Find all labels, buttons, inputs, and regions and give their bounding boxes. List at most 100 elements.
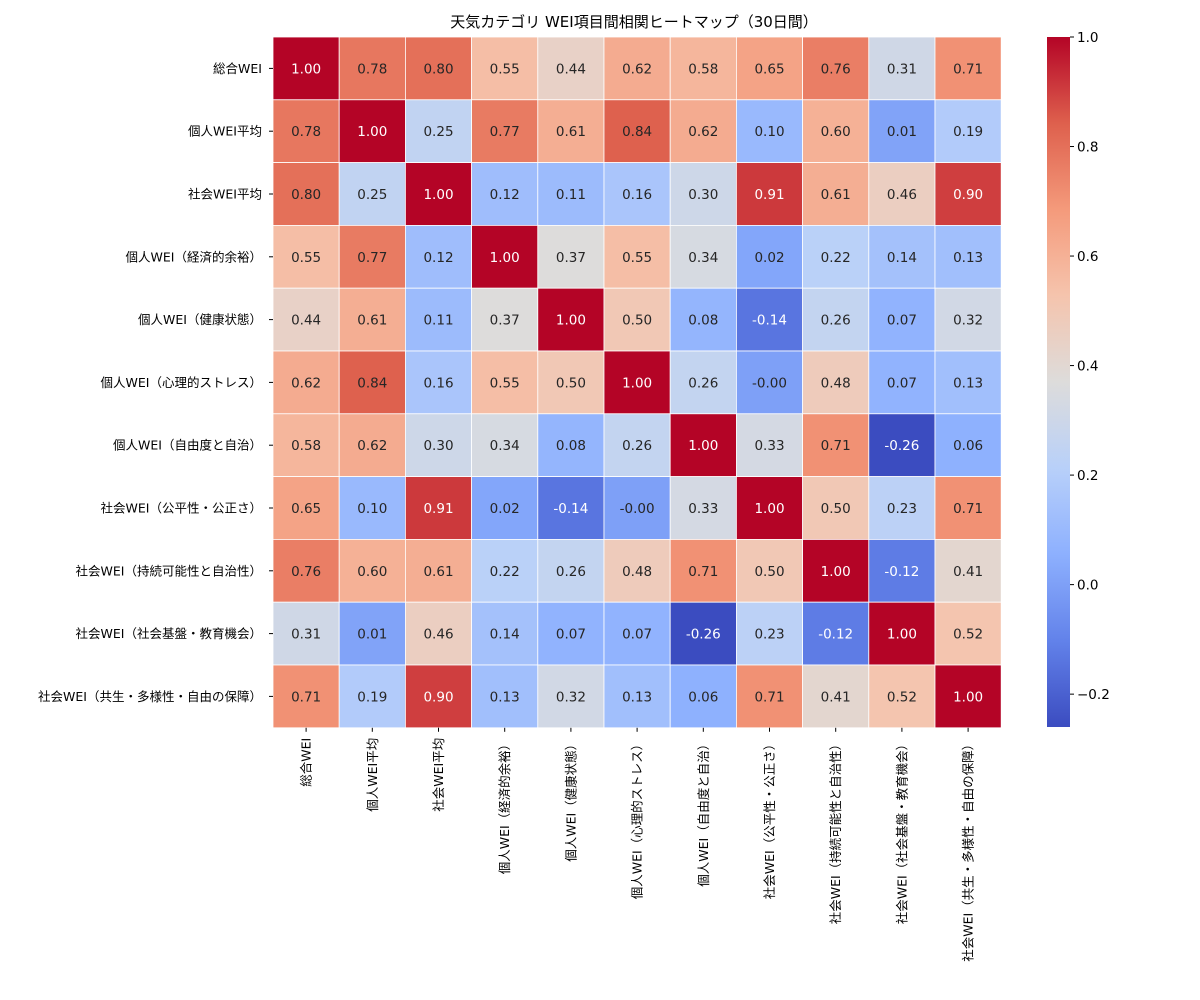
heatmap-cell: [404, 36, 472, 101]
heatmap-cell: [272, 162, 340, 226]
heatmap-cell: [338, 413, 406, 477]
y-tick-label: 個人WEI（経済的余裕）: [126, 249, 262, 264]
cell-value-label: 0.61: [357, 313, 387, 329]
heatmap-cell: [934, 413, 1002, 477]
heatmap-cell: [736, 99, 804, 164]
cell-value-label: 0.60: [821, 124, 851, 140]
heatmap-cell: [868, 539, 936, 603]
x-tick-label: 総合WEI: [299, 738, 314, 787]
cell-value-label: 0.12: [490, 187, 520, 203]
cell-value-label: 0.91: [754, 187, 784, 203]
cell-value-label: 0.19: [953, 124, 983, 140]
y-tick-label: 社会WEI平均: [188, 187, 262, 202]
cell-value-label: -0.12: [884, 564, 919, 580]
heatmap-cell: [669, 99, 737, 164]
cell-value-label: 0.65: [754, 61, 784, 77]
cell-value-label: 1.00: [490, 250, 520, 266]
heatmap-cell: [868, 664, 936, 729]
y-tick-label: 個人WEI平均: [188, 124, 262, 139]
heatmap-cell: [272, 99, 340, 164]
y-tick-label: 社会WEI（公平性・公正さ）: [101, 501, 262, 516]
heatmap-cell: [802, 99, 870, 164]
heatmap-cell: [338, 224, 406, 289]
cell-value-label: -0.00: [752, 375, 787, 391]
colorbar-tick-label: −0.2: [1077, 687, 1110, 703]
cell-value-label: 0.16: [423, 375, 453, 391]
cell-value-label: 0.11: [423, 313, 453, 329]
cell-value-label: 0.34: [490, 438, 520, 454]
colorbar-tick-label: 0.6: [1077, 249, 1098, 265]
x-tick-label: 社会WEI（社会基盤・教育機会）: [894, 738, 909, 924]
cell-value-label: 0.60: [357, 564, 387, 580]
heatmap-cell: [404, 99, 472, 164]
cell-value-label: 0.91: [423, 501, 453, 517]
heatmap-cell: [934, 36, 1002, 101]
cell-value-label: 0.23: [754, 627, 784, 643]
heatmap-cell: [736, 413, 804, 477]
chart-title: 天気カテゴリ WEI項目間相関ヒートマップ（30日間）: [450, 13, 818, 31]
heatmap-cell: [537, 664, 605, 729]
cell-value-label: 0.31: [887, 61, 917, 77]
heatmap-cell: [802, 224, 870, 289]
cell-value-label: 0.22: [490, 564, 520, 580]
cell-value-label: 1.00: [821, 564, 851, 580]
heatmap-cell: [934, 664, 1002, 729]
heatmap-cell: [338, 287, 406, 352]
heatmap-cell: [736, 476, 804, 540]
cell-value-label: 0.62: [357, 438, 387, 454]
cell-value-label: 0.37: [490, 313, 520, 329]
cell-value-label: 0.48: [622, 564, 652, 580]
cell-value-label: 1.00: [357, 124, 387, 140]
heatmap-cell: [603, 99, 671, 164]
cell-value-label: 0.76: [821, 61, 851, 77]
y-tick-label: 個人WEI（自由度と自治）: [113, 438, 262, 453]
x-tick-label: 個人WEI（経済的余裕）: [497, 738, 512, 874]
heatmap-cell: [471, 601, 539, 666]
cell-value-label: -0.12: [818, 627, 853, 643]
heatmap-cell: [537, 601, 605, 666]
x-tick-label: 社会WEI（持続可能性と自治性）: [828, 738, 843, 924]
cell-value-label: 0.26: [688, 375, 718, 391]
cell-value-label: 0.55: [490, 375, 520, 391]
cell-value-label: 0.61: [423, 564, 453, 580]
cell-value-label: 0.48: [821, 375, 851, 391]
heatmap-cell: [404, 664, 472, 729]
heatmap-cell: [868, 413, 936, 477]
heatmap-cell: [669, 287, 737, 352]
cell-value-label: -0.14: [553, 501, 588, 517]
heatmap-cell: [934, 287, 1002, 352]
cell-value-label: 0.01: [887, 124, 917, 140]
heatmap-cell: [934, 350, 1002, 415]
cell-value-label: 0.22: [821, 250, 851, 266]
cell-value-label: 0.50: [556, 375, 586, 391]
heatmap-cell: [537, 36, 605, 101]
heatmap-cell: [537, 99, 605, 164]
x-tick-label: 個人WEI（心理的ストレス）: [630, 738, 645, 899]
cell-value-label: 0.62: [688, 124, 718, 140]
cell-value-label: 1.00: [953, 689, 983, 705]
colorbar-tick-label: 0.8: [1077, 140, 1098, 156]
cell-value-label: 0.41: [821, 689, 851, 705]
heatmap-cell: [272, 413, 340, 477]
cell-value-label: -0.26: [884, 438, 919, 454]
cell-value-label: 0.61: [556, 124, 586, 140]
heatmap-cell: [669, 162, 737, 226]
x-axis-ticks: 総合WEI 個人WEI平均 社会WEI平均 個人WEI（経済的余裕） 個人WEI（健康状…: [299, 727, 976, 962]
x-tick-label: 個人WEI（健康状態）: [563, 738, 578, 862]
cell-value-label: 0.80: [423, 61, 453, 77]
cell-value-label: 0.32: [953, 313, 983, 329]
y-tick-label: 個人WEI（健康状態）: [138, 312, 262, 327]
cell-value-label: 0.34: [688, 250, 718, 266]
cell-value-label: 0.01: [357, 627, 387, 643]
heatmap-cell: [603, 413, 671, 477]
heatmap-cell: [802, 162, 870, 226]
cell-value-label: 0.37: [556, 250, 586, 266]
cell-value-label: 1.00: [556, 313, 586, 329]
cell-value-label: 0.58: [291, 438, 321, 454]
cell-value-label: 0.02: [754, 250, 784, 266]
heatmap-cell: [338, 36, 406, 101]
cell-value-label: 1.00: [622, 375, 652, 391]
cell-value-label: 0.25: [357, 187, 387, 203]
cell-value-label: -0.26: [686, 627, 721, 643]
